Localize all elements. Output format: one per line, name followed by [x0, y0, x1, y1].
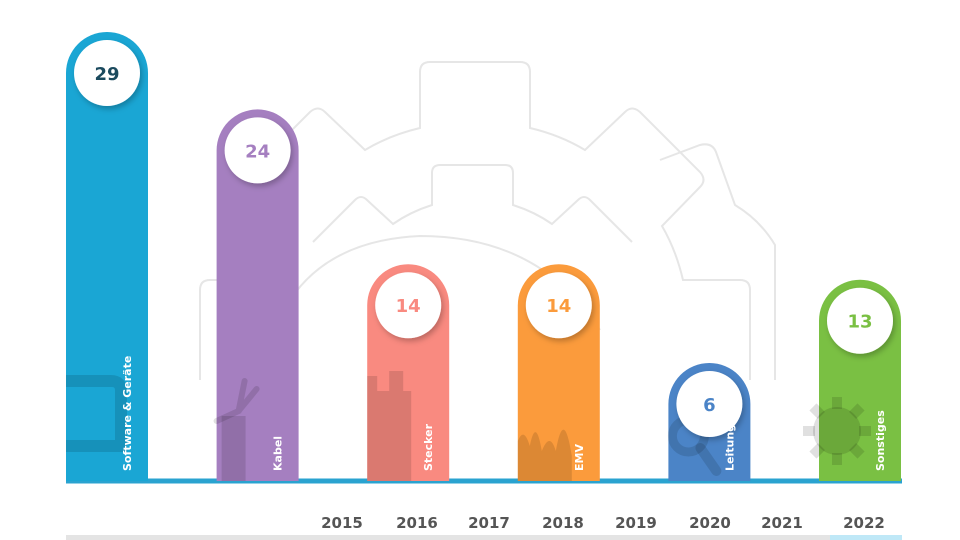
value-badge [224, 117, 291, 184]
wave-icon [517, 429, 572, 481]
year-label: 2018 [542, 514, 584, 532]
data-label: 24 [245, 141, 270, 162]
data-label: 29 [94, 64, 119, 85]
data-label: 6 [703, 395, 716, 416]
category-label: Leitungen [723, 409, 736, 471]
year-axis: 2015 2016 2017 2018 2019 2020 2021 2022 [66, 514, 902, 540]
bar-group: 14 Stecker [367, 264, 450, 481]
value-badge [676, 371, 743, 437]
bar [66, 32, 148, 481]
category-label: Kabel [272, 436, 285, 471]
cable-icon [213, 378, 260, 481]
data-label: 13 [847, 312, 872, 333]
data-label: 14 [396, 296, 421, 317]
year-axis-track [66, 535, 902, 540]
category-label: EMV [573, 444, 586, 471]
plug-icon [367, 371, 412, 481]
category-label: Software & Geräte [121, 356, 134, 471]
year-label: 2017 [468, 514, 510, 532]
year-label: 2016 [396, 514, 438, 532]
year-label: 2015 [321, 514, 363, 532]
category-label: Stecker [422, 423, 435, 471]
bar-group: 6 Leitungen [667, 362, 751, 481]
background-gear-icon [199, 61, 776, 380]
value-badge [74, 40, 140, 106]
monitor-icon [66, 375, 127, 452]
category-label: Sonstiges [874, 410, 887, 471]
year-label: 2022 [843, 514, 885, 532]
bar-group: 24 Kabel [213, 109, 299, 481]
gear-icon [803, 397, 871, 465]
year-label: 2019 [615, 514, 657, 532]
year-label: 2020 [689, 514, 731, 532]
value-badge [827, 287, 893, 354]
data-label: 14 [546, 296, 571, 317]
bar-group: 13 Sonstiges [803, 279, 901, 481]
value-badge [375, 272, 442, 339]
year-label: 2021 [761, 514, 803, 532]
bar-group: 14 EMV [517, 264, 600, 481]
value-badge [525, 272, 592, 339]
bar-group: 29 Software & Geräte [66, 32, 148, 481]
bar [216, 109, 299, 481]
year-axis-highlight [830, 535, 902, 540]
